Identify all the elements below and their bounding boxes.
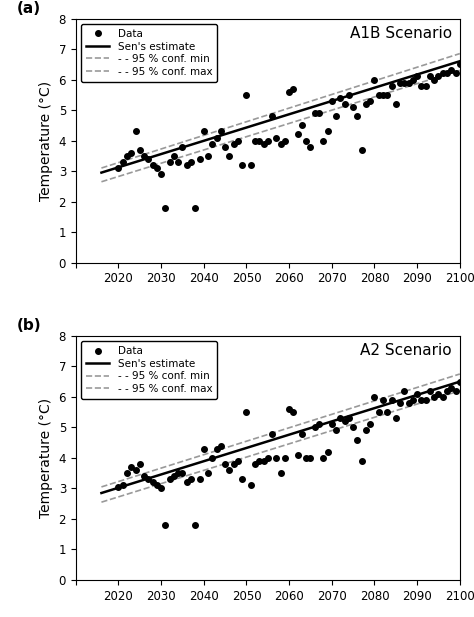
Legend: Data, Sen's estimate, - - 95 % conf. min, - - 95 % conf. max: Data, Sen's estimate, - - 95 % conf. min… [81, 341, 218, 399]
Y-axis label: Temperature (°C): Temperature (°C) [39, 80, 53, 201]
Y-axis label: Temperature (°C): Temperature (°C) [39, 398, 53, 518]
Legend: Data, Sen's estimate, - - 95 % conf. min, - - 95 % conf. max: Data, Sen's estimate, - - 95 % conf. min… [81, 23, 218, 82]
Text: (a): (a) [16, 1, 40, 16]
Text: A2 Scenario: A2 Scenario [360, 343, 452, 358]
Text: A1B Scenario: A1B Scenario [350, 26, 452, 41]
Text: (b): (b) [16, 318, 41, 333]
